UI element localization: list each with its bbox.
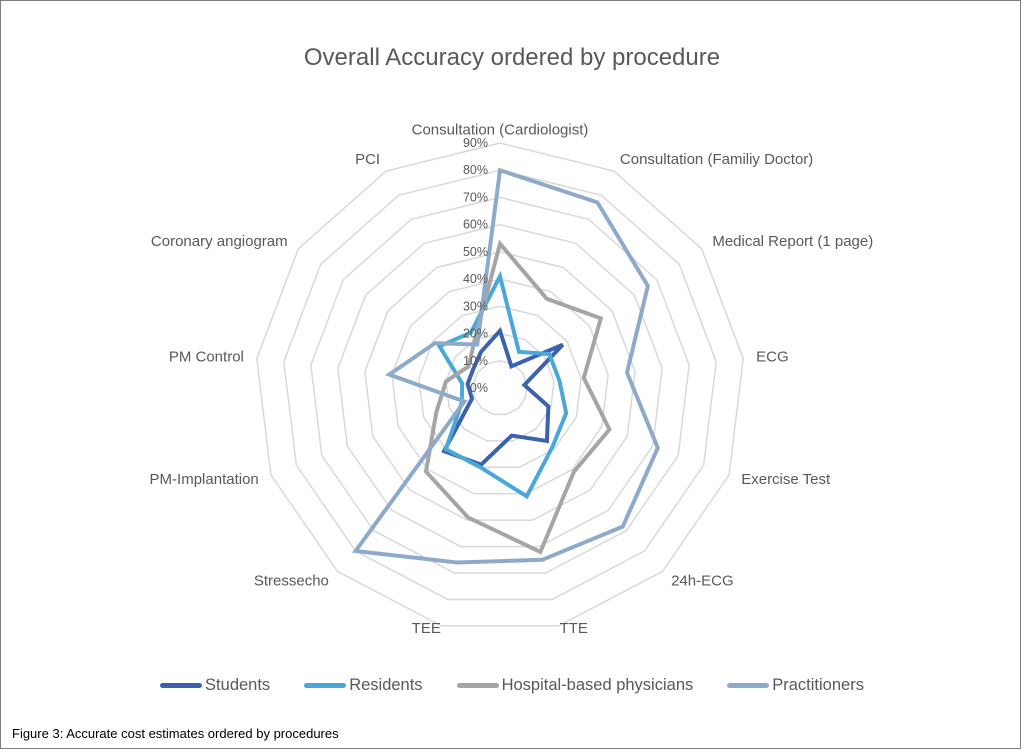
category-label: PCI bbox=[355, 151, 380, 168]
legend-label: Students bbox=[205, 676, 271, 694]
tick-label: 70% bbox=[463, 190, 488, 204]
tick-label: 40% bbox=[463, 272, 488, 286]
tick-label: 50% bbox=[463, 245, 488, 259]
tick-label: 0% bbox=[470, 381, 488, 395]
category-label: Medical Report (1 page) bbox=[712, 233, 873, 250]
grid-ring bbox=[391, 278, 609, 495]
legend-item-students: Students bbox=[160, 676, 270, 695]
legend-item-practitioners: Practitioners bbox=[727, 676, 864, 695]
legend-item-hospital-physicians: Hospital-based physicians bbox=[456, 676, 694, 695]
legend: Students Residents Hospital-based physic… bbox=[0, 676, 1024, 695]
category-label: 24h-ECG bbox=[671, 573, 734, 590]
grid-ring bbox=[337, 223, 663, 548]
category-label: Consultation (Cardiologist) bbox=[412, 122, 589, 139]
category-label: TTE bbox=[560, 620, 588, 637]
category-label: Coronary angiogram bbox=[151, 233, 288, 250]
figure-caption: Figure 3: Accurate cost estimates ordere… bbox=[12, 726, 339, 741]
legend-swatch bbox=[160, 683, 203, 688]
grid-ring bbox=[310, 196, 690, 574]
legend-label: Hospital-based physicians bbox=[501, 676, 694, 694]
tick-label: 30% bbox=[463, 299, 488, 313]
series-line-hospital-based-physicians bbox=[423, 239, 612, 555]
tick-label: 60% bbox=[463, 218, 488, 232]
chart-title: Overall Accuracy ordered by procedure bbox=[303, 44, 721, 71]
tick-label: 10% bbox=[463, 354, 488, 368]
tick-label: 80% bbox=[463, 163, 488, 177]
grid-ring bbox=[283, 169, 717, 601]
legend-swatch bbox=[727, 683, 770, 688]
category-label: ECG bbox=[756, 348, 789, 365]
legend-swatch bbox=[456, 683, 499, 688]
grid-ring bbox=[472, 360, 528, 416]
category-label: Consultation (Familiy Doctor) bbox=[620, 151, 813, 168]
series-line-students bbox=[441, 326, 565, 467]
category-label: Stressecho bbox=[254, 573, 329, 590]
legend-swatch bbox=[304, 683, 347, 688]
series-line-practitioners bbox=[351, 167, 660, 565]
tick-label: 90% bbox=[463, 136, 488, 150]
category-label: Exercise Test bbox=[741, 471, 831, 488]
category-label: PM Control bbox=[169, 348, 244, 365]
grid-ring bbox=[364, 251, 636, 521]
tick-label: 20% bbox=[463, 327, 488, 341]
category-label: TEE bbox=[412, 620, 441, 637]
series-line-residents bbox=[436, 270, 569, 500]
grid-ring bbox=[256, 142, 744, 627]
legend-label: Residents bbox=[349, 676, 423, 694]
legend-label: Practitioners bbox=[772, 676, 864, 694]
legend-item-residents: Residents bbox=[304, 676, 423, 695]
category-label: PM-Implantation bbox=[150, 471, 259, 488]
